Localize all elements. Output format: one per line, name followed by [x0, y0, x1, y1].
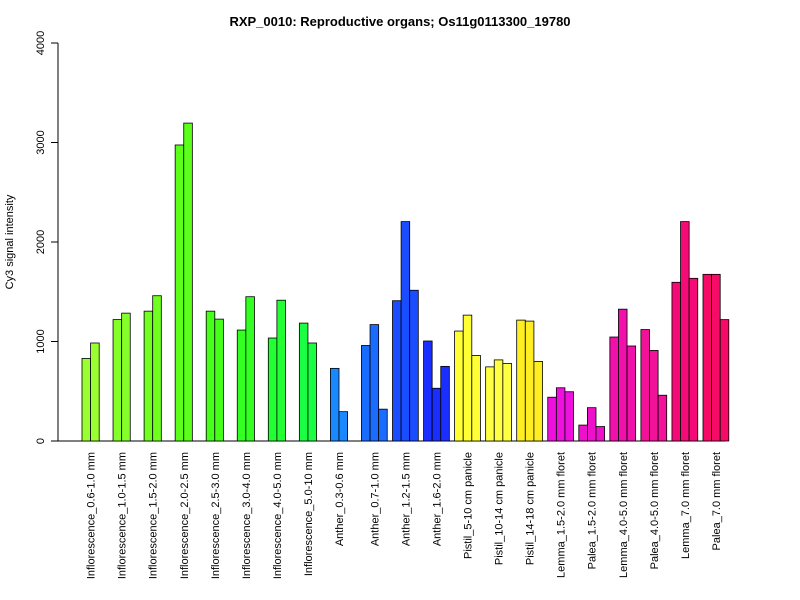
x-tick-label: Inflorescence_4.0-5.0 mm	[272, 452, 284, 579]
bar	[369, 324, 380, 442]
bar	[205, 310, 216, 442]
x-tick-label: Inflorescence_2.0-2.5 mm	[179, 452, 191, 579]
bar	[361, 345, 371, 442]
x-tick-label: Anther_0.3-0.6 mm	[334, 452, 346, 546]
bar	[329, 367, 340, 442]
bar	[626, 345, 637, 442]
x-tick-label: Palea_1.5-2.0 mm floret	[587, 452, 599, 569]
x-tick-label: Inflorescence_1.5-2.0 mm	[148, 452, 160, 579]
bars	[81, 122, 730, 442]
x-tick-label: Inflorescence_1.0-1.5 mm	[117, 452, 129, 579]
x-tick-labels: Inflorescence_0.6-1.0 mm Inflorescence_1.…	[86, 452, 723, 579]
bar	[609, 336, 619, 442]
x-tick-label: Inflorescence_2.5-3.0 mm	[210, 452, 222, 579]
x-tick-label: Lemma_4.0-5.0 mm floret	[618, 452, 630, 578]
bar	[307, 342, 317, 442]
bar	[671, 281, 681, 442]
bar	[555, 387, 566, 442]
bar	[524, 320, 535, 442]
y-tick-label: 2000	[35, 230, 47, 254]
x-tick-label: Anther_1.2-1.5 mm	[400, 452, 412, 546]
x-tick-label: Lemma_1.5-2.0 mm floret	[556, 452, 568, 578]
bar	[485, 366, 495, 442]
bar	[547, 396, 557, 442]
y-tick-label: 1000	[35, 329, 47, 353]
bar	[121, 312, 131, 442]
bar	[143, 310, 154, 442]
bar	[409, 289, 419, 442]
bar	[454, 330, 464, 442]
bar	[400, 221, 411, 442]
bar	[81, 358, 92, 442]
chart-title: RXP_0010: Reproductive organs; Os11g0113…	[229, 14, 570, 29]
bar	[236, 329, 247, 442]
bar	[392, 300, 402, 442]
bar	[471, 355, 481, 442]
bar	[431, 387, 442, 442]
bar	[183, 122, 193, 442]
y-tick-label: 3000	[35, 130, 47, 154]
bar	[595, 426, 606, 442]
bar	[657, 394, 668, 442]
y-axis: 0 1000 2000 3000 4000	[35, 31, 59, 444]
bar	[618, 308, 628, 442]
x-tick-label: Anther_1.6-2.0 mm	[431, 452, 443, 546]
x-tick-label: Palea_7.0 mm floret	[711, 452, 723, 550]
bar	[493, 359, 504, 442]
bar	[640, 329, 650, 442]
bar	[276, 299, 286, 442]
bar	[564, 391, 574, 442]
bar	[112, 319, 123, 442]
bar	[174, 144, 185, 442]
bar	[152, 295, 162, 442]
bar	[516, 319, 526, 442]
bar	[440, 365, 450, 442]
bar	[462, 314, 473, 442]
x-tick-label: Anther_0.7-1.0 mm	[369, 452, 381, 546]
bar	[214, 318, 224, 442]
bar	[267, 337, 278, 442]
bar	[578, 424, 588, 442]
bar	[711, 273, 721, 442]
bar	[378, 408, 388, 442]
bar	[338, 411, 349, 442]
bar	[423, 340, 433, 442]
y-axis-label: Cy3 signal intensity	[4, 194, 16, 289]
y-tick-label: 0	[35, 438, 47, 444]
bar	[587, 407, 597, 442]
x-tick-label: Pistil_14-18 cm panicle	[525, 452, 537, 565]
bar	[298, 322, 309, 442]
bar	[533, 360, 543, 442]
x-tick-label: Pistil_5-10 cm panicle	[463, 452, 475, 559]
y-tick-label: 4000	[35, 31, 47, 55]
bar	[680, 221, 690, 442]
bar	[90, 342, 100, 442]
x-tick-label: Palea_4.0-5.0 mm floret	[649, 452, 661, 569]
x-tick-label: Inflorescence_3.0-4.0 mm	[241, 452, 253, 579]
bar	[245, 296, 255, 442]
bar	[688, 277, 699, 442]
x-tick-label: Lemma_7.0 mm floret	[680, 452, 692, 559]
bar	[719, 319, 730, 442]
x-tick-label: Pistil_10-14 cm panicle	[494, 452, 506, 565]
bar	[502, 362, 512, 442]
x-tick-label: Inflorescence_0.6-1.0 mm	[86, 452, 98, 579]
bar	[702, 273, 713, 442]
x-tick-label: Inflorescence_5.0-10 mm	[303, 452, 315, 576]
bar	[649, 350, 659, 442]
